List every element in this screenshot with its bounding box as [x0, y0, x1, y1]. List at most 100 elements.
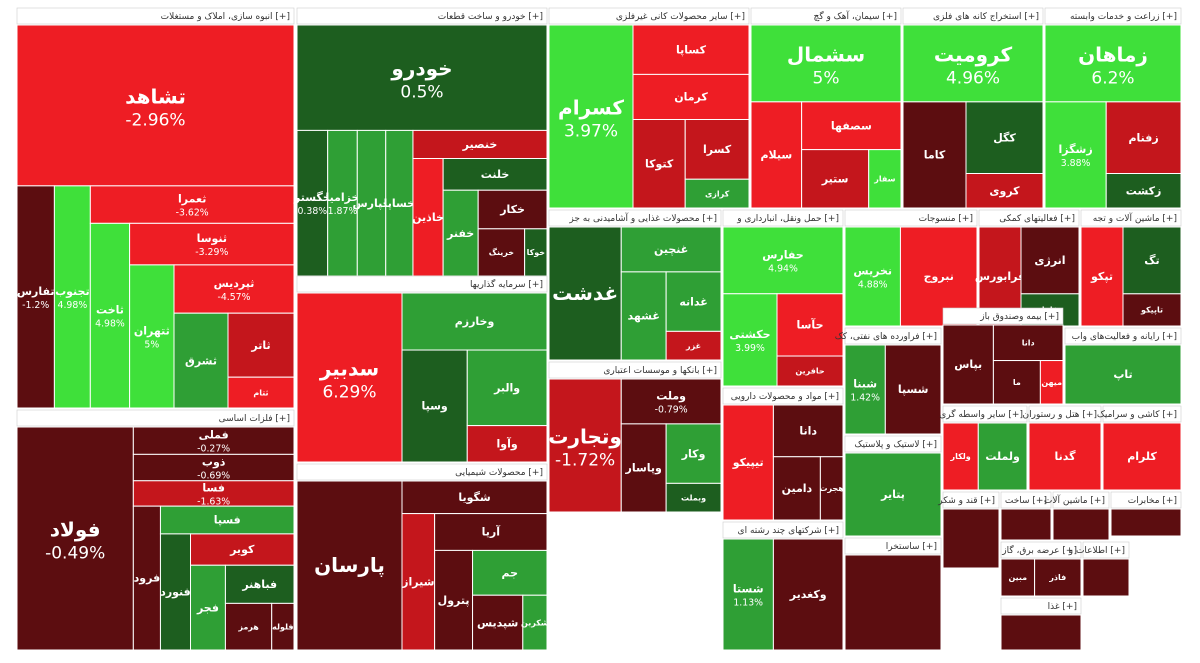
stock-tile[interactable] [466, 425, 548, 463]
stock-tile[interactable] [16, 185, 55, 409]
stock-tile[interactable] [965, 101, 1044, 175]
sector-header[interactable] [902, 7, 1044, 25]
stock-tile[interactable] [722, 226, 844, 295]
stock-tile[interactable] [1044, 101, 1107, 209]
stock-tile[interactable] [684, 178, 750, 209]
stock-tile[interactable] [296, 480, 403, 651]
stock-tile[interactable] [16, 426, 134, 651]
stock-tile[interactable] [620, 378, 722, 425]
stock-tile[interactable] [1020, 226, 1080, 295]
stock-tile[interactable] [620, 271, 667, 361]
stock-tile[interactable] [434, 513, 548, 551]
sector-header[interactable] [750, 7, 902, 25]
sector-header[interactable] [296, 463, 548, 481]
stock-tile[interactable] [296, 129, 329, 277]
stock-tile[interactable] [844, 226, 901, 327]
sector-header[interactable] [1110, 491, 1182, 509]
stock-tile[interactable] [385, 129, 414, 277]
stock-tile[interactable] [159, 533, 191, 651]
sector-header[interactable] [296, 7, 548, 25]
stock-tile[interactable] [132, 480, 295, 507]
stock-tile[interactable] [412, 129, 548, 159]
stock-tile[interactable] [401, 349, 468, 463]
sector-header[interactable] [1052, 491, 1110, 509]
sector-header[interactable] [1000, 541, 1082, 559]
stock-tile[interactable] [296, 292, 403, 463]
stock-tile[interactable] [665, 330, 722, 361]
sector-header[interactable] [942, 491, 1000, 509]
stock-tile[interactable] [942, 324, 994, 405]
stock-tile[interactable] [224, 564, 295, 604]
stock-tile[interactable] [434, 549, 474, 651]
stock-tile[interactable] [1102, 422, 1182, 491]
stock-tile[interactable] [1080, 226, 1124, 327]
stock-tile[interactable] [412, 157, 444, 277]
stock-tile[interactable] [271, 602, 295, 651]
stock-tile[interactable] [1034, 558, 1082, 597]
stock-tile[interactable] [1028, 422, 1102, 491]
stock-tile[interactable] [132, 505, 161, 651]
sector-header[interactable] [16, 409, 295, 427]
stock-tile[interactable] [466, 349, 548, 427]
sector-header[interactable] [548, 7, 750, 25]
stock-tile[interactable] [992, 324, 1064, 362]
sector-header[interactable] [1044, 7, 1182, 25]
stock-tile[interactable] [772, 538, 844, 651]
stock-tile[interactable] [665, 423, 722, 484]
stock-tile[interactable] [173, 312, 229, 409]
stock-tile[interactable] [844, 344, 886, 435]
stock-tile[interactable] [665, 271, 722, 332]
stock-tile[interactable] [942, 422, 979, 491]
stock-tile[interactable] [1122, 293, 1182, 327]
stock-tile[interactable] [620, 226, 722, 273]
sector-header[interactable] [844, 435, 942, 453]
stock-tile[interactable] [750, 24, 902, 103]
sector-header[interactable] [722, 521, 844, 539]
stock-tile[interactable] [965, 173, 1044, 209]
stock-tile[interactable] [132, 426, 295, 455]
stock-tile[interactable] [477, 228, 526, 277]
stock-tile[interactable] [173, 264, 295, 314]
sector-header[interactable] [1028, 405, 1102, 423]
stock-tile[interactable] [53, 185, 91, 409]
stock-tile[interactable] [1044, 24, 1182, 103]
stock-tile[interactable] [801, 101, 902, 151]
sector-header[interactable] [844, 209, 978, 227]
stock-tile[interactable] [442, 189, 479, 277]
stock-tile[interactable] [227, 312, 295, 378]
sector-header[interactable] [16, 7, 295, 25]
sector-header[interactable] [722, 387, 844, 405]
sector-header[interactable] [548, 361, 722, 379]
sector-header[interactable] [942, 307, 1064, 325]
stock-tile[interactable] [868, 149, 902, 209]
stock-tile[interactable] [1122, 226, 1182, 295]
stock-tile[interactable] [159, 505, 295, 535]
stock-tile[interactable] [472, 549, 548, 596]
stock-tile[interactable] [620, 423, 667, 513]
stock-tile[interactable] [89, 222, 131, 409]
stock-tile[interactable] [1105, 173, 1182, 209]
stock-tile[interactable] [632, 73, 750, 120]
sector-header[interactable] [1064, 327, 1182, 345]
stock-tile[interactable] [132, 453, 295, 482]
stock-tile[interactable] [16, 24, 295, 187]
sector-header[interactable] [548, 209, 722, 227]
stock-tile[interactable] [632, 24, 750, 75]
sector-header[interactable] [978, 209, 1080, 227]
stock-tile[interactable] [722, 404, 774, 521]
stock-tile[interactable] [522, 594, 548, 651]
stock-tile[interactable] [129, 264, 175, 409]
stock-tile[interactable] [772, 456, 821, 521]
stock-tile[interactable] [776, 293, 844, 357]
sector-header[interactable] [1082, 541, 1130, 559]
stock-tile[interactable] [801, 149, 870, 209]
sector-header[interactable] [844, 537, 942, 555]
stock-tile[interactable] [472, 594, 524, 651]
stock-tile[interactable] [722, 538, 774, 651]
stock-tile[interactable] [819, 456, 844, 521]
sector-header[interactable] [1000, 597, 1082, 615]
stock-tile[interactable] [884, 344, 942, 435]
stock-tile[interactable] [1039, 360, 1064, 405]
sector-header[interactable] [1102, 405, 1182, 423]
sector-header[interactable] [844, 327, 942, 345]
